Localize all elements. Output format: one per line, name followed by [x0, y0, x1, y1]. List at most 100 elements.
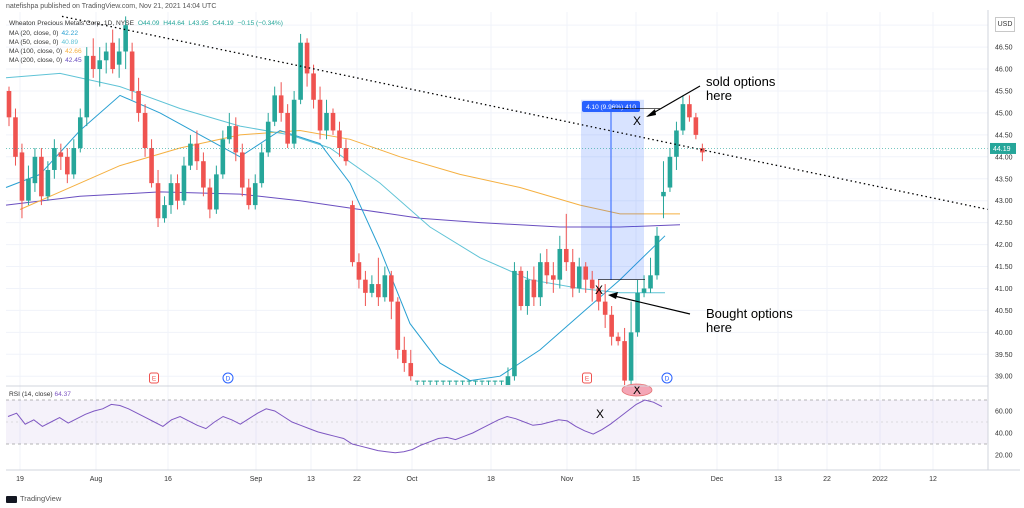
candle-body [330, 112, 336, 131]
bought-annotation: Bought options here [706, 307, 793, 335]
candle-body [32, 156, 38, 184]
ma20-value: 42.22 [61, 30, 78, 37]
candle-body [453, 380, 459, 382]
rsi-panel [6, 399, 988, 454]
price-tick-label: 41.00 [995, 286, 1013, 293]
candle-body [596, 288, 601, 302]
candle-body [661, 191, 666, 197]
price-tick-label: 46.50 [995, 45, 1013, 52]
candle-body [103, 51, 109, 61]
drawing-overlay: X X X X E D E D [6, 15, 989, 421]
candle-body [395, 301, 401, 350]
time-tick-label: Sep [250, 476, 263, 483]
candle-body [246, 187, 252, 206]
event-badge-label: E [152, 376, 157, 383]
rsi-sell-x-mark: X [633, 383, 641, 397]
candle-body [525, 279, 530, 307]
candle-body [304, 42, 310, 74]
rsi-label: RSI (14, close) [9, 391, 53, 398]
grid-lines [6, 12, 988, 470]
candle-body [628, 332, 634, 381]
candle-body [492, 380, 498, 382]
candle-body [382, 275, 388, 298]
sold-annotation: sold options here [706, 75, 775, 103]
candle-body [84, 55, 90, 118]
ma20-legend: MA (20, close, 0) 42.22 [9, 30, 78, 37]
candle-body [641, 288, 647, 293]
measure-rect [581, 99, 644, 280]
candle-body [635, 292, 640, 333]
earnings-badge [582, 372, 592, 384]
candle-body [181, 165, 187, 201]
open-value: O44.09 [137, 20, 160, 27]
candle-body [544, 262, 550, 276]
time-tick-label: 13 [307, 476, 315, 483]
candle-body [239, 152, 245, 188]
candle-body [434, 380, 439, 382]
candle-body [479, 380, 485, 382]
time-tick-label: 22 [823, 476, 831, 483]
close-value: C44.19 [212, 20, 234, 27]
price-tick-label: 43.00 [995, 198, 1013, 205]
time-tick-label: Nov [561, 476, 574, 483]
candle-body [227, 126, 232, 140]
time-tick-label: 18 [487, 476, 495, 483]
ma50-value: 40.89 [61, 39, 78, 46]
candle-body [505, 376, 511, 385]
candle-body [136, 90, 141, 113]
candle-body [615, 336, 621, 342]
time-tick-label: 19 [16, 476, 24, 483]
candle-body [350, 205, 355, 263]
candle-body [557, 248, 563, 280]
candle-body [460, 380, 465, 382]
earnings-badge [149, 372, 159, 384]
moving-averages [5, 72, 681, 382]
bought-line-2: here [706, 320, 733, 335]
candle-body [155, 183, 161, 219]
candle-body [285, 112, 290, 144]
ma50-legend: MA (50, close, 0) 40.89 [9, 39, 78, 46]
measure-label: 4.10 (9.96%) 410 [586, 104, 636, 111]
time-tick-label: Dec [711, 476, 724, 483]
candle-body [77, 117, 83, 149]
candle-body [45, 169, 51, 197]
candle-body [214, 174, 219, 210]
candlesticks [6, 16, 705, 385]
publish-info: natefishpa published on TradingView.com,… [6, 3, 217, 10]
currency-button[interactable]: USD [995, 17, 1015, 32]
last-price-tag [990, 142, 1016, 154]
event-badge-label: E [585, 376, 590, 383]
candle-body [162, 205, 167, 219]
candle-body [13, 117, 18, 157]
event-badge-label: D [226, 376, 231, 383]
candle-body [233, 126, 239, 153]
ma200-value: 42.45 [65, 57, 82, 64]
candle-body [317, 99, 323, 131]
time-tick-label: 12 [929, 476, 937, 483]
price-tick-label: 44.50 [995, 132, 1013, 139]
candle-body [291, 99, 297, 144]
price-tick-label: 40.50 [995, 308, 1013, 315]
ma100-label: MA (100, close, 0) [9, 48, 63, 55]
candle-body [570, 262, 576, 289]
time-tick-label: 22 [353, 476, 361, 483]
candle-body [201, 161, 206, 188]
instrument-title: Wheaton Precious Metals Corp, 1D, NYSE [9, 20, 134, 27]
candle-body [6, 90, 12, 118]
tradingview-logo[interactable]: TradingView [6, 494, 61, 503]
candle-body [116, 51, 122, 65]
measure-box: 4.10 (9.96%) 410 [581, 99, 644, 280]
candle-body [622, 341, 627, 381]
candle-body [408, 363, 414, 377]
candle-body [265, 121, 271, 153]
candle-body [563, 248, 569, 263]
ma20-line [5, 94, 666, 382]
candle-body [175, 183, 180, 201]
candle-body [259, 152, 265, 184]
time-tick-label: 2022 [872, 476, 888, 483]
price-tick-label: 40.00 [995, 330, 1013, 337]
change-value: −0.15 (−0.34%) [237, 20, 283, 27]
last-price-label: 44.19 [993, 146, 1011, 153]
candle-body [667, 156, 673, 188]
